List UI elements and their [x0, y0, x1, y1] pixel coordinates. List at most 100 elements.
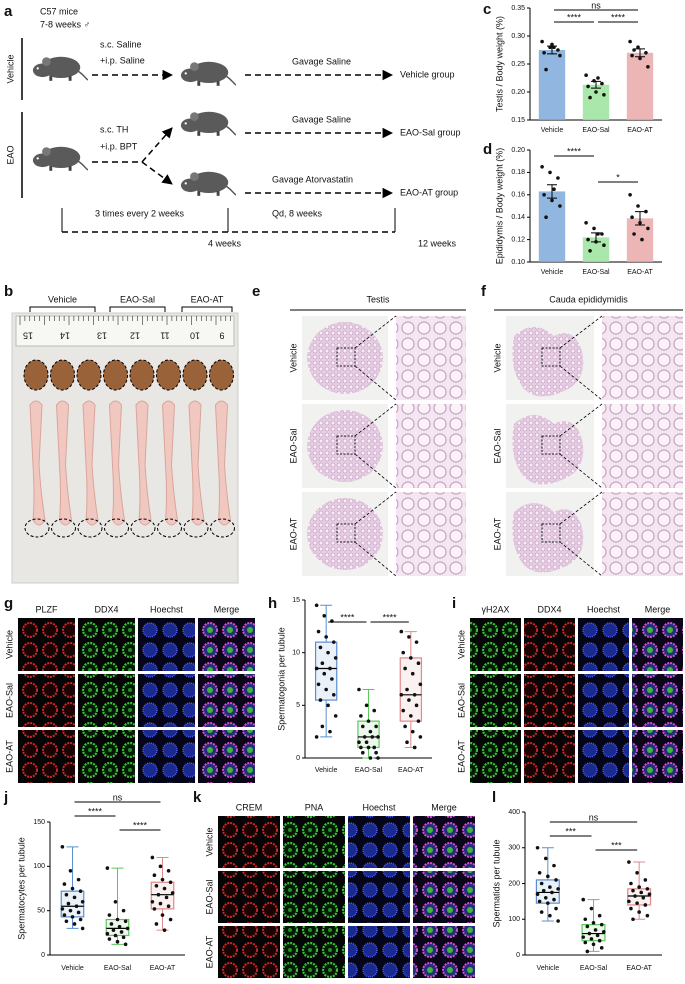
x-tick-label: Vehicle	[537, 965, 560, 972]
data-point	[359, 745, 363, 750]
data-point	[632, 48, 636, 52]
data-point	[374, 750, 378, 755]
data-point	[585, 924, 590, 929]
y-tick-label: 50	[37, 908, 45, 915]
data-point	[64, 892, 69, 897]
label: EAO-AT	[492, 517, 502, 550]
zoom-line	[354, 365, 397, 401]
data-point	[316, 629, 321, 634]
significance-label: ns	[591, 0, 601, 10]
fluorescence-image	[632, 730, 683, 783]
data-point	[366, 745, 371, 750]
data-point	[152, 873, 157, 877]
stain-label: PNA	[305, 802, 324, 812]
fluorescence-image	[470, 730, 521, 783]
data-point	[105, 866, 110, 870]
zoom-line	[354, 403, 397, 437]
data-point	[552, 863, 556, 868]
significance-label: ****	[567, 12, 582, 22]
label: Vehicle	[204, 827, 214, 856]
label: Vehicle	[456, 630, 466, 659]
x-tick-label: EAO-AT	[398, 767, 424, 774]
data-point	[357, 740, 361, 744]
data-point	[630, 53, 634, 58]
label: Gavage Atorvastatin	[272, 174, 353, 184]
data-point	[72, 922, 77, 926]
bracket	[181, 306, 233, 312]
fluorescence-image	[198, 618, 255, 671]
data-point	[314, 735, 319, 739]
data-point	[314, 666, 319, 671]
data-point	[535, 892, 540, 897]
data-point	[152, 907, 157, 911]
data-point	[602, 93, 606, 97]
fluorescence-image	[348, 926, 410, 978]
data-point	[80, 900, 85, 904]
data-point	[72, 895, 77, 900]
y-tick-label: 100	[33, 863, 45, 870]
stain-label: CREM	[236, 802, 263, 812]
stain-label: Hoechst	[150, 604, 184, 614]
tissue	[512, 503, 584, 573]
data-point	[600, 232, 604, 236]
data-point	[164, 895, 169, 900]
data-point	[409, 714, 413, 718]
data-point	[635, 901, 639, 905]
data-point	[333, 714, 338, 718]
cauda-outline	[210, 518, 235, 538]
data-point	[318, 645, 323, 650]
data-point	[552, 897, 556, 902]
label: 12	[130, 331, 140, 341]
fluorescence-image	[78, 674, 135, 727]
bar	[626, 52, 654, 120]
data-point	[591, 942, 596, 947]
data-point	[150, 900, 155, 904]
significance-label: ****	[611, 12, 626, 22]
label: Vehicle group	[400, 69, 455, 79]
data-point	[556, 48, 560, 52]
x-tick-label: EAO-AT	[626, 965, 652, 972]
panel-letter: a	[4, 3, 13, 20]
x-tick-label: EAO-AT	[627, 127, 653, 134]
data-point	[326, 650, 330, 655]
bracket	[109, 306, 166, 312]
label: 9	[219, 331, 224, 341]
data-point	[588, 249, 592, 253]
data-point	[154, 922, 159, 926]
fluorescence-image	[18, 618, 75, 671]
data-point	[583, 940, 588, 945]
data-point	[628, 193, 632, 197]
error-bar	[547, 184, 557, 199]
data-point	[647, 892, 652, 897]
data-point	[121, 935, 126, 940]
fluorescence-image	[413, 871, 475, 923]
tissue	[307, 498, 383, 570]
fluorescence-image	[218, 816, 280, 868]
data-point	[539, 910, 544, 914]
data-point	[374, 724, 378, 729]
epididymis	[29, 400, 46, 526]
group-label: EAO-Sal	[120, 294, 155, 304]
data-point	[548, 45, 552, 49]
data-point	[589, 937, 594, 941]
data-point	[588, 95, 592, 100]
data-point	[324, 635, 328, 639]
significance-label: ****	[88, 806, 103, 816]
y-tick-label: 300	[508, 845, 520, 852]
testis	[23, 359, 49, 391]
label: EAO-Sal group	[400, 127, 461, 137]
stain-label: γH2AX	[481, 604, 509, 614]
box	[150, 881, 175, 910]
data-point	[548, 913, 552, 918]
fluorescence-image	[78, 618, 135, 671]
data-point	[331, 693, 336, 697]
data-point	[105, 931, 110, 936]
cauda-outline	[183, 518, 209, 538]
data-point	[597, 938, 602, 943]
data-point	[328, 666, 332, 671]
data-point	[416, 719, 421, 723]
zoom-box	[336, 347, 356, 367]
data-point	[60, 845, 65, 849]
data-point	[552, 187, 556, 191]
micrograph-high	[396, 404, 466, 488]
